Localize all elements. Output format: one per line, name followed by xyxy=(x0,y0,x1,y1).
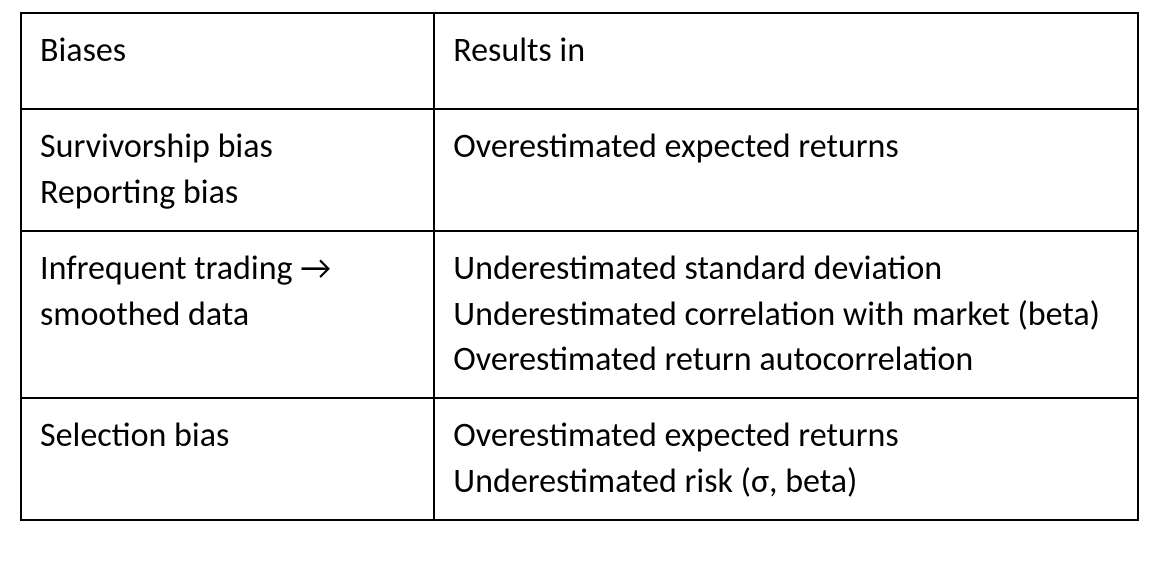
biases-text: smoothed data xyxy=(40,292,415,338)
results-text: Underestimated correlation with market (… xyxy=(453,292,1119,338)
column-header-results: Results in xyxy=(434,13,1138,109)
table-header-row: Biases Results in xyxy=(21,13,1138,109)
biases-cell: Selection bias xyxy=(21,398,434,520)
biases-table: Biases Results in Survivorship bias Repo… xyxy=(20,12,1139,521)
table-row: Infrequent trading → smoothed data Under… xyxy=(21,231,1138,399)
column-header-biases: Biases xyxy=(21,13,434,109)
results-text: Overestimated expected returns xyxy=(453,413,1119,459)
results-cell: Overestimated expected returns xyxy=(434,109,1138,231)
results-cell: Overestimated expected returns Underesti… xyxy=(434,398,1138,520)
biases-text: Infrequent trading → xyxy=(40,246,415,292)
table-row: Survivorship bias Reporting bias Overest… xyxy=(21,109,1138,231)
biases-text: Selection bias xyxy=(40,413,415,459)
biases-cell: Survivorship bias Reporting bias xyxy=(21,109,434,231)
results-cell: Underestimated standard deviation Undere… xyxy=(434,231,1138,399)
biases-text: Reporting bias xyxy=(40,170,415,216)
biases-text: Survivorship bias xyxy=(40,124,415,170)
biases-cell: Infrequent trading → smoothed data xyxy=(21,231,434,399)
results-text: Underestimated risk (σ, beta) xyxy=(453,459,1119,505)
results-text: Underestimated standard deviation xyxy=(453,246,1119,292)
table-row: Selection bias Overestimated expected re… xyxy=(21,398,1138,520)
results-text: Overestimated expected returns xyxy=(453,124,1119,170)
results-text: Overestimated return autocorrelation xyxy=(453,337,1119,383)
